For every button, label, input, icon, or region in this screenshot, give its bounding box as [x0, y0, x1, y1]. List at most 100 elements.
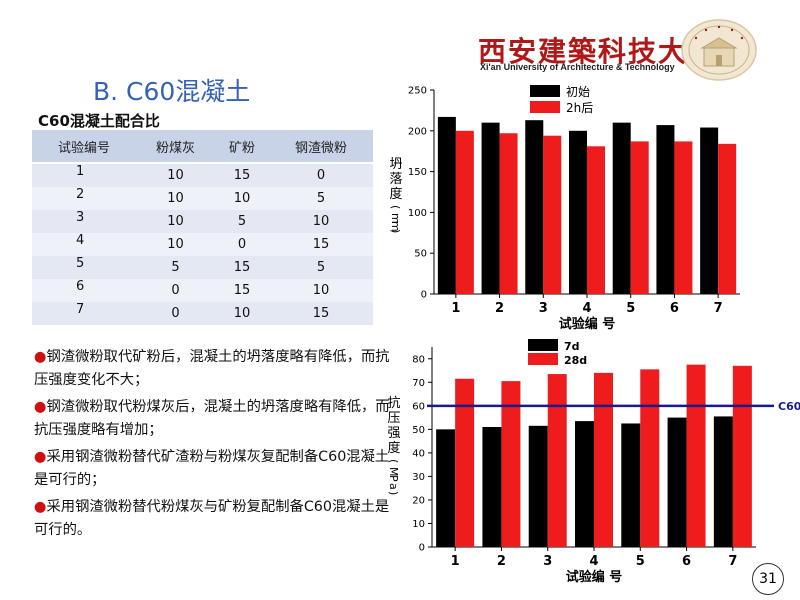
x-tick-label: 3 — [543, 554, 552, 569]
y-axis-label-char: m — [389, 213, 402, 224]
bar — [686, 364, 706, 547]
table-cell: 3 — [32, 210, 137, 233]
list-item: ●采用钢渣微粉替代矿渣粉与粉煤灰复配制备C60混凝土是可行的； — [34, 446, 394, 492]
table-cell: 2 — [32, 187, 137, 210]
table-row: 3 10 5 10 — [32, 210, 373, 233]
table-row: 2 10 10 5 — [32, 187, 373, 210]
table-cell: 5 — [268, 256, 373, 279]
bar — [630, 141, 649, 294]
bar — [612, 122, 631, 294]
y-tick-label: 10 — [412, 519, 425, 530]
legend-swatch — [528, 339, 558, 351]
y-axis-label-char: 度 — [387, 440, 400, 456]
y-axis-label-char: 强 — [387, 426, 400, 441]
conclusion-list: ● 钢渣微粉取代矿粉后，混凝土的坍落度略有降低，而抗压强度变化不大； ●钢渣微粉取… — [34, 346, 394, 546]
bar — [437, 116, 456, 294]
table-cell: 15 — [215, 279, 269, 302]
legend-swatch — [528, 353, 558, 365]
legend-label: 7d — [564, 340, 580, 353]
list-item: ●采用钢渣微粉替代粉煤灰与矿粉复配制备C60混凝土是可行的。 — [34, 496, 394, 542]
table-cell: 10 — [268, 210, 373, 233]
y-tick-label: 20 — [412, 495, 425, 506]
bar — [621, 423, 641, 547]
bar — [482, 427, 502, 547]
y-tick-label: 40 — [412, 448, 425, 459]
y-tick-label: 70 — [412, 378, 425, 389]
table-cell: 5 — [268, 187, 373, 210]
reference-line-label: C60 — [778, 400, 800, 413]
table-cell: 15 — [215, 163, 269, 187]
bar — [481, 122, 500, 294]
list-item: ●钢渣微粉取代粉煤灰后，混凝土的坍落度略有降低，而抗压强度略有增加； — [34, 396, 394, 442]
y-tick-label: 80 — [412, 354, 425, 365]
table-title: C60混凝土配合比 — [38, 112, 160, 130]
y-tick-label: 50 — [414, 249, 427, 260]
x-tick-label: 4 — [589, 554, 598, 569]
table-row: 6 0 15 10 — [32, 279, 373, 302]
column-header: 矿粉 — [215, 130, 269, 164]
bullet-dot-icon: ● — [34, 499, 47, 515]
table-cell: 0 — [215, 233, 269, 256]
bar — [732, 365, 752, 547]
bar — [656, 125, 675, 294]
table-cell: 1 — [32, 163, 137, 187]
legend-swatch — [530, 85, 560, 97]
y-tick-label: 250 — [408, 86, 427, 97]
x-tick-label: 7 — [728, 554, 737, 569]
bar — [674, 141, 693, 294]
x-tick-label: 6 — [682, 554, 691, 569]
y-axis-label-char: ) — [389, 229, 402, 233]
table-cell: 10 — [136, 233, 215, 256]
table-cell: 0 — [136, 302, 215, 325]
column-header: 钢渣微粉 — [268, 130, 373, 164]
y-axis-label-char: 度 — [389, 186, 402, 202]
bar — [499, 133, 518, 294]
bar — [455, 378, 475, 547]
bar — [436, 429, 456, 547]
bar — [501, 381, 521, 547]
y-axis-label-char: 压 — [387, 411, 400, 426]
table-row: 5 5 15 5 — [32, 256, 373, 279]
legend-label: 28d — [564, 354, 587, 367]
bar — [587, 146, 605, 294]
x-tick-label: 5 — [626, 301, 635, 316]
y-axis-label-char: ) — [387, 491, 400, 495]
y-tick-label: 0 — [419, 543, 425, 554]
legend-label: 2h后 — [566, 101, 593, 115]
x-tick-label: 2 — [495, 301, 504, 316]
table-cell: 5 — [32, 256, 137, 279]
bar — [569, 130, 587, 294]
bullet-text: 采用钢渣微粉替代矿渣粉与粉煤灰复配制备C60混凝土是可行的； — [34, 449, 390, 488]
bar — [528, 425, 548, 547]
x-tick-label: 1 — [451, 554, 460, 569]
y-tick-label: 150 — [408, 167, 427, 178]
x-tick-label: 3 — [539, 301, 548, 316]
bar — [594, 372, 613, 547]
y-axis-label-char: ( — [387, 459, 400, 463]
y-tick-label: 200 — [408, 126, 427, 137]
x-tick-label: 6 — [670, 301, 679, 316]
y-axis-label-char: 抗 — [387, 396, 400, 411]
x-tick-label: 5 — [636, 554, 645, 569]
bar — [718, 143, 737, 294]
table-cell: 15 — [215, 256, 269, 279]
bar — [547, 374, 567, 547]
bar — [713, 416, 733, 547]
table-cell: 0 — [136, 279, 215, 302]
bullet-text: 钢渣微粉取代矿粉后，混凝土的坍落度略有降低，而抗压强度变化不大； — [34, 349, 390, 388]
table-cell: 10 — [215, 187, 269, 210]
table-cell: 7 — [32, 302, 137, 325]
bar — [667, 417, 687, 547]
bar — [640, 369, 660, 547]
legend-swatch — [530, 101, 560, 113]
table-cell: 6 — [32, 279, 137, 302]
y-axis-label-char: m — [389, 221, 402, 232]
table-cell: 10 — [136, 163, 215, 187]
x-axis-label: 试验编 号 — [559, 316, 616, 332]
x-axis-label: 试验编 号 — [566, 569, 623, 585]
y-tick-label: 60 — [412, 401, 425, 412]
y-axis-label-char: a — [387, 483, 400, 490]
university-name-cn: 西安建築科技大學 — [478, 35, 719, 68]
university-name-en: Xi'an University of Architecture & Techn… — [480, 62, 675, 72]
